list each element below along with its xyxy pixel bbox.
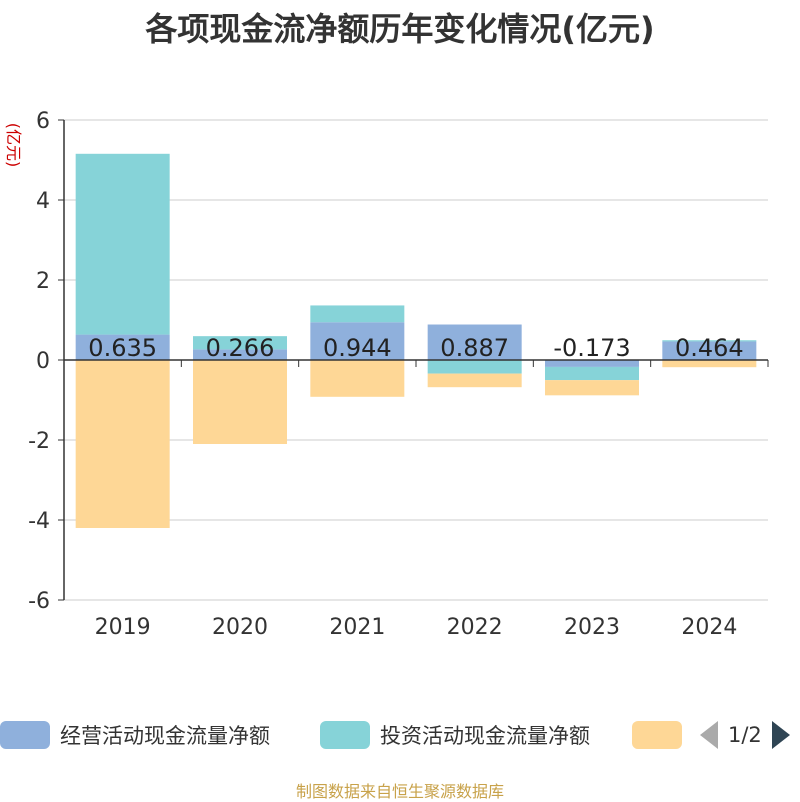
bar-2021-series2 [310,305,405,323]
legend-pager: 1/2 [700,718,790,752]
legend-item-operating[interactable]: 经营活动现金流量净额 [0,718,270,752]
legend-swatch-operating [0,721,50,749]
y-tick-label: 4 [36,189,50,214]
bar-2019-series2 [75,153,170,335]
next-page-icon[interactable] [771,721,790,749]
bar-2023-series2 [545,366,639,381]
x-tick-label: 2019 [95,615,151,640]
bar-2019-series3 [75,360,170,528]
y-tick-label: 0 [36,349,50,374]
y-tick-label: -4 [28,509,50,534]
data-label: 0.635 [88,334,157,362]
y-tick-label: -6 [28,589,50,614]
legend-swatch-investing [320,721,370,749]
bar-2023-series1 [545,360,639,367]
y-tick-label: 2 [36,269,50,294]
y-tick-label: -2 [28,429,50,454]
data-label: 0.266 [206,334,275,362]
bar-2020-series1 [193,349,287,360]
x-tick-label: 2024 [681,615,737,640]
bar-2021-series1 [310,322,405,360]
data-label: 0.464 [675,334,744,362]
legend-item-financing[interactable] [632,718,692,752]
y-axis-title: (亿元) [4,123,23,168]
bar-2020-series3 [193,360,287,444]
legend-page-indicator: 1/2 [728,723,762,747]
bar-2019-series1 [75,334,170,360]
legend-item-investing[interactable]: 投资活动现金流量净额 [320,718,590,752]
legend-label-investing: 投资活动现金流量净额 [380,724,590,748]
chart-title: 各项现金流净额历年变化情况(亿元) [145,10,655,48]
bar-2022-series1 [427,324,522,360]
data-label: -0.173 [553,334,630,362]
bar-2024-series2 [662,340,757,342]
prev-page-icon[interactable] [700,721,718,749]
x-tick-label: 2020 [212,615,268,640]
source-note: 制图数据来自恒生聚源数据库 [295,782,504,801]
data-label: 0.944 [323,334,392,362]
chart-area: -6 -4 -2 0 2 4 6 (亿元) 2019 2020 2021 2022 2023 2024 0.… [4,109,769,640]
x-tick-label: 2023 [564,615,620,640]
bar-2020-series2 [193,336,287,350]
bar-2021-series3 [310,360,405,397]
x-tick-label: 2021 [329,615,385,640]
bar-2024-series3 [662,360,757,368]
x-tick-label: 2022 [447,615,503,640]
legend-swatch-financing [632,721,682,749]
y-tick-label: 6 [36,109,50,134]
bar-2022-series3 [427,373,522,388]
bar-2024-series1 [662,341,757,360]
bar-2022-series2 [427,360,522,374]
legend-label-operating: 经营活动现金流量净额 [60,724,270,748]
bar-2023-series3 [545,380,639,396]
data-label: 0.887 [440,334,509,362]
